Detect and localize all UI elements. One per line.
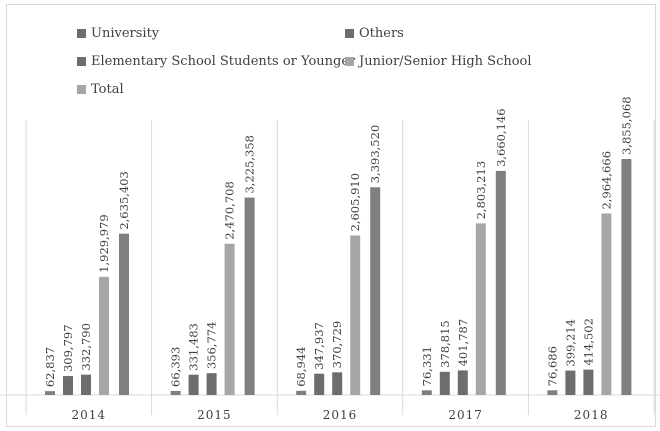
legend-item-junior-senior-high: Junior/Senior High School [345,54,532,69]
data-label: 2,635,403 [117,171,131,230]
data-label: 3,660,146 [494,108,508,167]
data-label: 378,815 [438,320,452,368]
bar-total-2016 [370,187,381,395]
data-label: 331,483 [187,323,201,371]
bar-elementary-school-students-or-younger-2018 [583,369,594,395]
data-label: 3,855,068 [619,96,633,155]
legend-label-total: Total [91,82,124,97]
data-label: 76,686 [545,346,559,386]
data-label: 2,803,213 [474,161,488,220]
data-label: 68,944 [294,347,308,387]
bar-junior-senior-high-school-2014 [99,276,109,395]
data-label: 2,470,708 [223,181,237,240]
legend-label-elementary: Elementary School Students or Younger [91,54,356,69]
legend-swatch-university [77,29,86,38]
data-label: 309,797 [61,324,75,372]
bar-elementary-school-students-or-younger-2014 [81,374,91,395]
legend-item-elementary: Elementary School Students or Younger [77,54,355,69]
bar-others-2018 [565,370,576,395]
x-tick-label-2017: 2017 [448,408,483,422]
data-label: 3,393,520 [368,125,382,184]
data-label: 347,937 [312,322,326,370]
bar-others-2017 [439,371,450,395]
bar-junior-senior-high-school-2015 [224,243,235,395]
bar-total-2015 [244,197,255,395]
data-label: 66,393 [169,347,183,387]
legend-swatch-total [77,85,86,94]
bar-others-2015 [188,374,199,395]
data-label: 3,225,358 [243,135,257,194]
bar-others-2016 [314,373,325,395]
bar-junior-senior-high-school-2018 [601,213,612,395]
bar-university-2014 [45,391,55,395]
legend-swatch-others [345,29,354,38]
x-tick-label-2015: 2015 [197,408,232,422]
legend-swatch-junior-senior-high [345,57,354,66]
bar-others-2014 [63,376,73,395]
data-label: 2,605,910 [348,173,362,232]
bar-total-2017 [495,170,506,395]
data-label: 370,729 [330,321,344,369]
legend-label-university: University [91,26,160,41]
data-label: 414,502 [581,318,595,366]
x-tick-label-2014: 2014 [72,408,107,422]
bar-total-2014 [119,233,129,395]
bar-university-2018 [547,390,558,395]
legend-item-total: Total [77,82,124,97]
data-label: 401,787 [456,319,470,367]
bar-junior-senior-high-school-2017 [475,223,486,395]
bar-university-2017 [421,390,432,395]
bar-elementary-school-students-or-younger-2015 [206,373,217,395]
data-label: 2,964,666 [599,151,613,210]
data-label: 399,214 [563,319,577,367]
data-label: 1,929,979 [97,214,111,273]
bar-elementary-school-students-or-younger-2017 [457,370,468,395]
legend-label-junior-senior-high: Junior/Senior High School [359,54,532,69]
x-tick-label-2016: 2016 [323,408,358,422]
chart-frame [6,4,656,427]
x-tick-label-2018: 2018 [574,408,609,422]
legend-swatch-elementary [77,57,86,66]
legend-label-others: Others [359,26,404,41]
bar-elementary-school-students-or-younger-2016 [332,372,343,395]
bar-junior-senior-high-school-2016 [350,235,361,395]
data-label: 62,837 [43,347,57,387]
legend-item-university: University [77,26,159,41]
bar-total-2018 [621,159,632,395]
bar-university-2016 [296,390,307,395]
data-label: 332,790 [79,323,93,371]
data-label: 356,774 [205,322,219,370]
data-label: 76,331 [420,346,434,386]
legend-item-others: Others [345,26,404,41]
bar-university-2015 [170,390,181,395]
